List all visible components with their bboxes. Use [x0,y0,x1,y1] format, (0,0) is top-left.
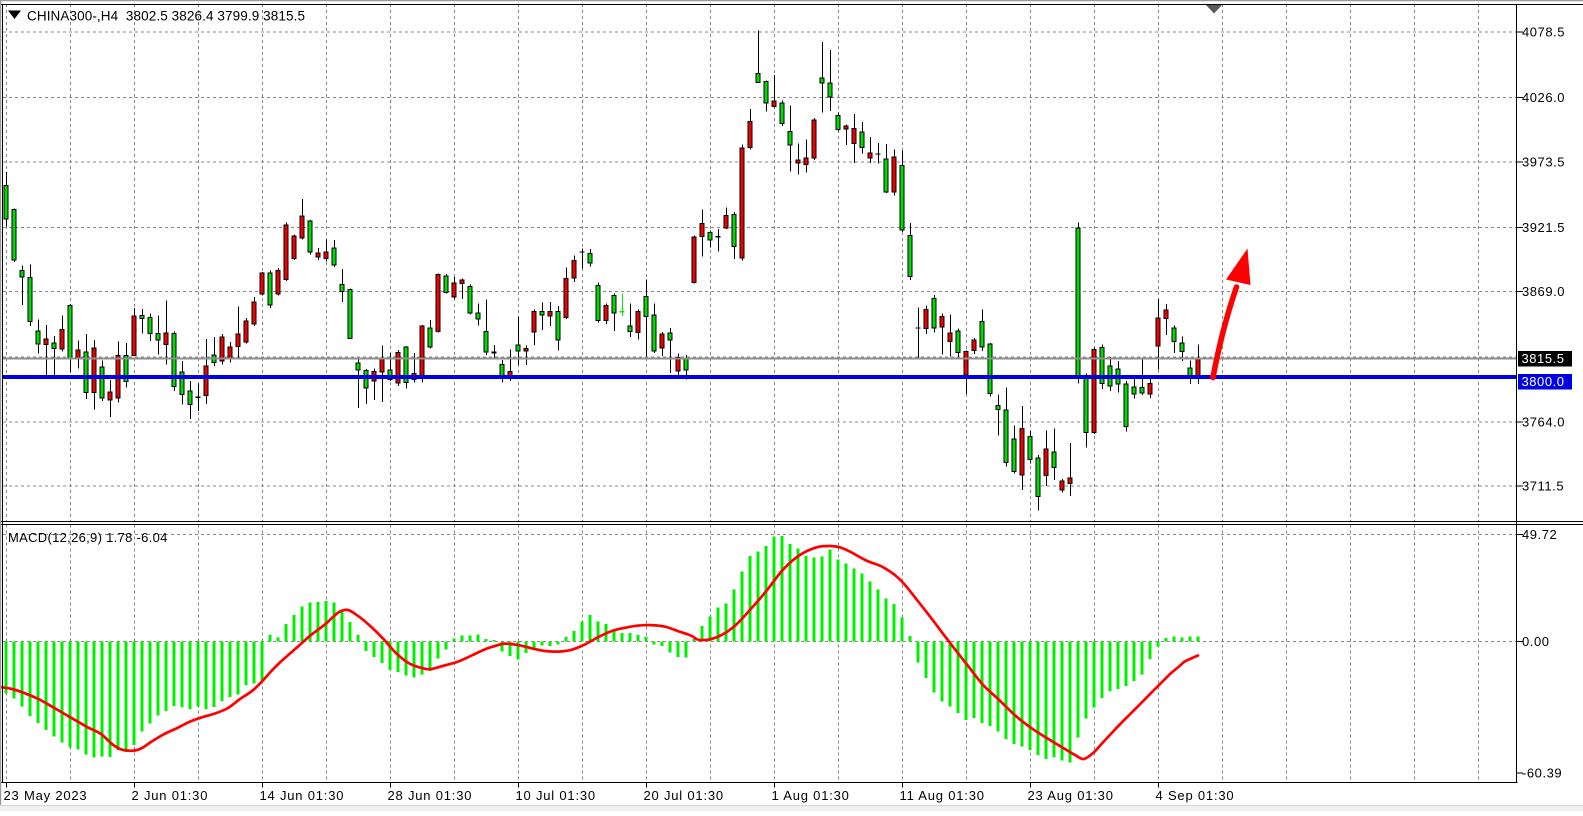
svg-text:3973.5: 3973.5 [1522,155,1565,170]
svg-text:20 Jul 01:30: 20 Jul 01:30 [644,788,724,803]
svg-text:23 Aug 01:30: 23 Aug 01:30 [1028,788,1114,803]
svg-text:MACD(12,26,9) 1.78 -6.04: MACD(12,26,9) 1.78 -6.04 [8,530,168,545]
svg-text:-60.39: -60.39 [1522,765,1562,780]
svg-text:1 Aug 01:30: 1 Aug 01:30 [772,788,850,803]
svg-text:10 Jul 01:30: 10 Jul 01:30 [516,788,596,803]
svg-text:49.72: 49.72 [1522,527,1557,542]
svg-text:4 Sep 01:30: 4 Sep 01:30 [1156,788,1235,803]
svg-text:0.00: 0.00 [1522,634,1550,649]
svg-text:14 Jun 01:30: 14 Jun 01:30 [260,788,345,803]
svg-text:3815.5: 3815.5 [1522,351,1565,366]
svg-text:28 Jun 01:30: 28 Jun 01:30 [388,788,473,803]
svg-text:4078.5: 4078.5 [1522,25,1565,40]
svg-text:2 Jun 01:30: 2 Jun 01:30 [132,788,209,803]
svg-text:4026.0: 4026.0 [1522,90,1565,105]
svg-text:23 May 2023: 23 May 2023 [4,788,88,803]
svg-text:3711.5: 3711.5 [1522,479,1564,494]
svg-text:3921.5: 3921.5 [1522,220,1565,235]
svg-text:3869.0: 3869.0 [1522,284,1565,299]
svg-text:3800.0: 3800.0 [1522,374,1565,389]
svg-text:11 Aug 01:30: 11 Aug 01:30 [900,788,985,803]
svg-text:CHINA300-,H4 3802.5 3826.4 37: CHINA300-,H4 3802.5 3826.4 3799.9 3815.5 [27,9,305,24]
svg-text:3764.0: 3764.0 [1522,415,1565,430]
